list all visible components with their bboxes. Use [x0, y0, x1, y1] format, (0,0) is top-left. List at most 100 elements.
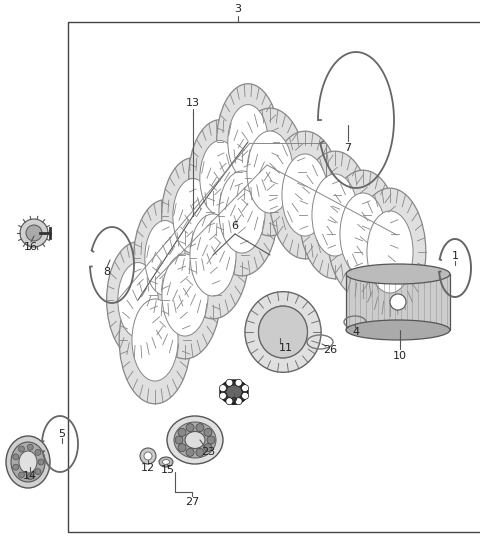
Bar	[346, 274, 450, 330]
Circle shape	[204, 429, 212, 436]
Circle shape	[13, 464, 19, 470]
Ellipse shape	[353, 186, 427, 318]
Ellipse shape	[133, 200, 196, 316]
Circle shape	[207, 436, 215, 444]
Ellipse shape	[162, 254, 208, 336]
Circle shape	[178, 429, 186, 436]
Circle shape	[175, 436, 183, 444]
Circle shape	[144, 452, 152, 460]
Ellipse shape	[226, 385, 242, 399]
Text: 6: 6	[231, 221, 239, 231]
Ellipse shape	[259, 306, 308, 358]
Ellipse shape	[206, 148, 278, 276]
Ellipse shape	[177, 191, 249, 319]
Ellipse shape	[216, 82, 280, 202]
Ellipse shape	[119, 276, 191, 404]
Text: 14: 14	[23, 471, 37, 481]
Circle shape	[241, 384, 249, 392]
Text: 13: 13	[186, 98, 200, 108]
Text: 4: 4	[352, 327, 360, 337]
Circle shape	[140, 448, 156, 464]
Circle shape	[186, 424, 194, 432]
Circle shape	[226, 398, 233, 405]
Ellipse shape	[185, 431, 205, 449]
Ellipse shape	[367, 211, 413, 293]
Ellipse shape	[159, 457, 173, 467]
Ellipse shape	[234, 108, 306, 236]
Ellipse shape	[6, 436, 50, 488]
Ellipse shape	[219, 171, 265, 253]
Ellipse shape	[133, 198, 197, 318]
Circle shape	[186, 449, 194, 456]
Circle shape	[196, 449, 204, 456]
Text: 16: 16	[24, 242, 38, 252]
Circle shape	[226, 379, 233, 386]
Circle shape	[19, 446, 24, 452]
Ellipse shape	[167, 416, 223, 464]
Circle shape	[13, 454, 19, 460]
Circle shape	[204, 444, 212, 451]
Ellipse shape	[149, 231, 221, 359]
Circle shape	[38, 459, 44, 465]
Ellipse shape	[132, 299, 178, 381]
Ellipse shape	[247, 131, 293, 213]
Ellipse shape	[268, 129, 342, 261]
Ellipse shape	[346, 320, 450, 340]
Ellipse shape	[298, 150, 372, 281]
Text: 1: 1	[452, 251, 458, 261]
Ellipse shape	[148, 229, 222, 360]
Ellipse shape	[174, 422, 216, 458]
Ellipse shape	[340, 193, 386, 275]
Circle shape	[235, 398, 242, 405]
Ellipse shape	[118, 275, 192, 406]
Text: 15: 15	[161, 465, 175, 475]
Text: 3: 3	[235, 4, 241, 14]
Ellipse shape	[259, 306, 308, 358]
Text: 10: 10	[393, 351, 407, 361]
Ellipse shape	[312, 174, 358, 256]
Ellipse shape	[245, 292, 321, 372]
Ellipse shape	[176, 190, 250, 320]
Text: 11: 11	[279, 343, 293, 353]
Ellipse shape	[299, 151, 371, 279]
Ellipse shape	[327, 170, 399, 298]
Ellipse shape	[20, 219, 48, 247]
Circle shape	[27, 474, 33, 480]
Text: 27: 27	[185, 497, 199, 507]
Ellipse shape	[26, 225, 42, 241]
Ellipse shape	[233, 107, 307, 238]
Ellipse shape	[228, 104, 268, 180]
Ellipse shape	[220, 380, 248, 404]
Text: 5: 5	[59, 429, 65, 439]
Ellipse shape	[200, 141, 240, 215]
Ellipse shape	[244, 291, 322, 373]
Ellipse shape	[118, 263, 158, 338]
Ellipse shape	[269, 131, 341, 259]
Ellipse shape	[282, 154, 328, 236]
Circle shape	[35, 449, 41, 455]
Ellipse shape	[326, 169, 400, 300]
Text: 12: 12	[141, 463, 155, 473]
Text: 26: 26	[323, 345, 337, 355]
Text: 7: 7	[345, 143, 351, 153]
Ellipse shape	[188, 118, 252, 238]
Circle shape	[27, 444, 33, 450]
Circle shape	[219, 392, 227, 400]
Circle shape	[390, 294, 406, 310]
Ellipse shape	[189, 120, 252, 236]
Circle shape	[196, 424, 204, 432]
Ellipse shape	[163, 459, 169, 464]
Ellipse shape	[216, 84, 279, 200]
Bar	[68, 22, 480, 532]
Text: 23: 23	[201, 447, 215, 457]
Ellipse shape	[190, 214, 236, 296]
Ellipse shape	[19, 451, 37, 473]
Ellipse shape	[11, 442, 45, 482]
Ellipse shape	[205, 146, 279, 277]
Ellipse shape	[346, 264, 450, 284]
Ellipse shape	[145, 220, 185, 295]
Text: 2: 2	[230, 397, 238, 407]
Ellipse shape	[162, 158, 224, 274]
Circle shape	[19, 472, 24, 478]
Ellipse shape	[354, 188, 426, 316]
